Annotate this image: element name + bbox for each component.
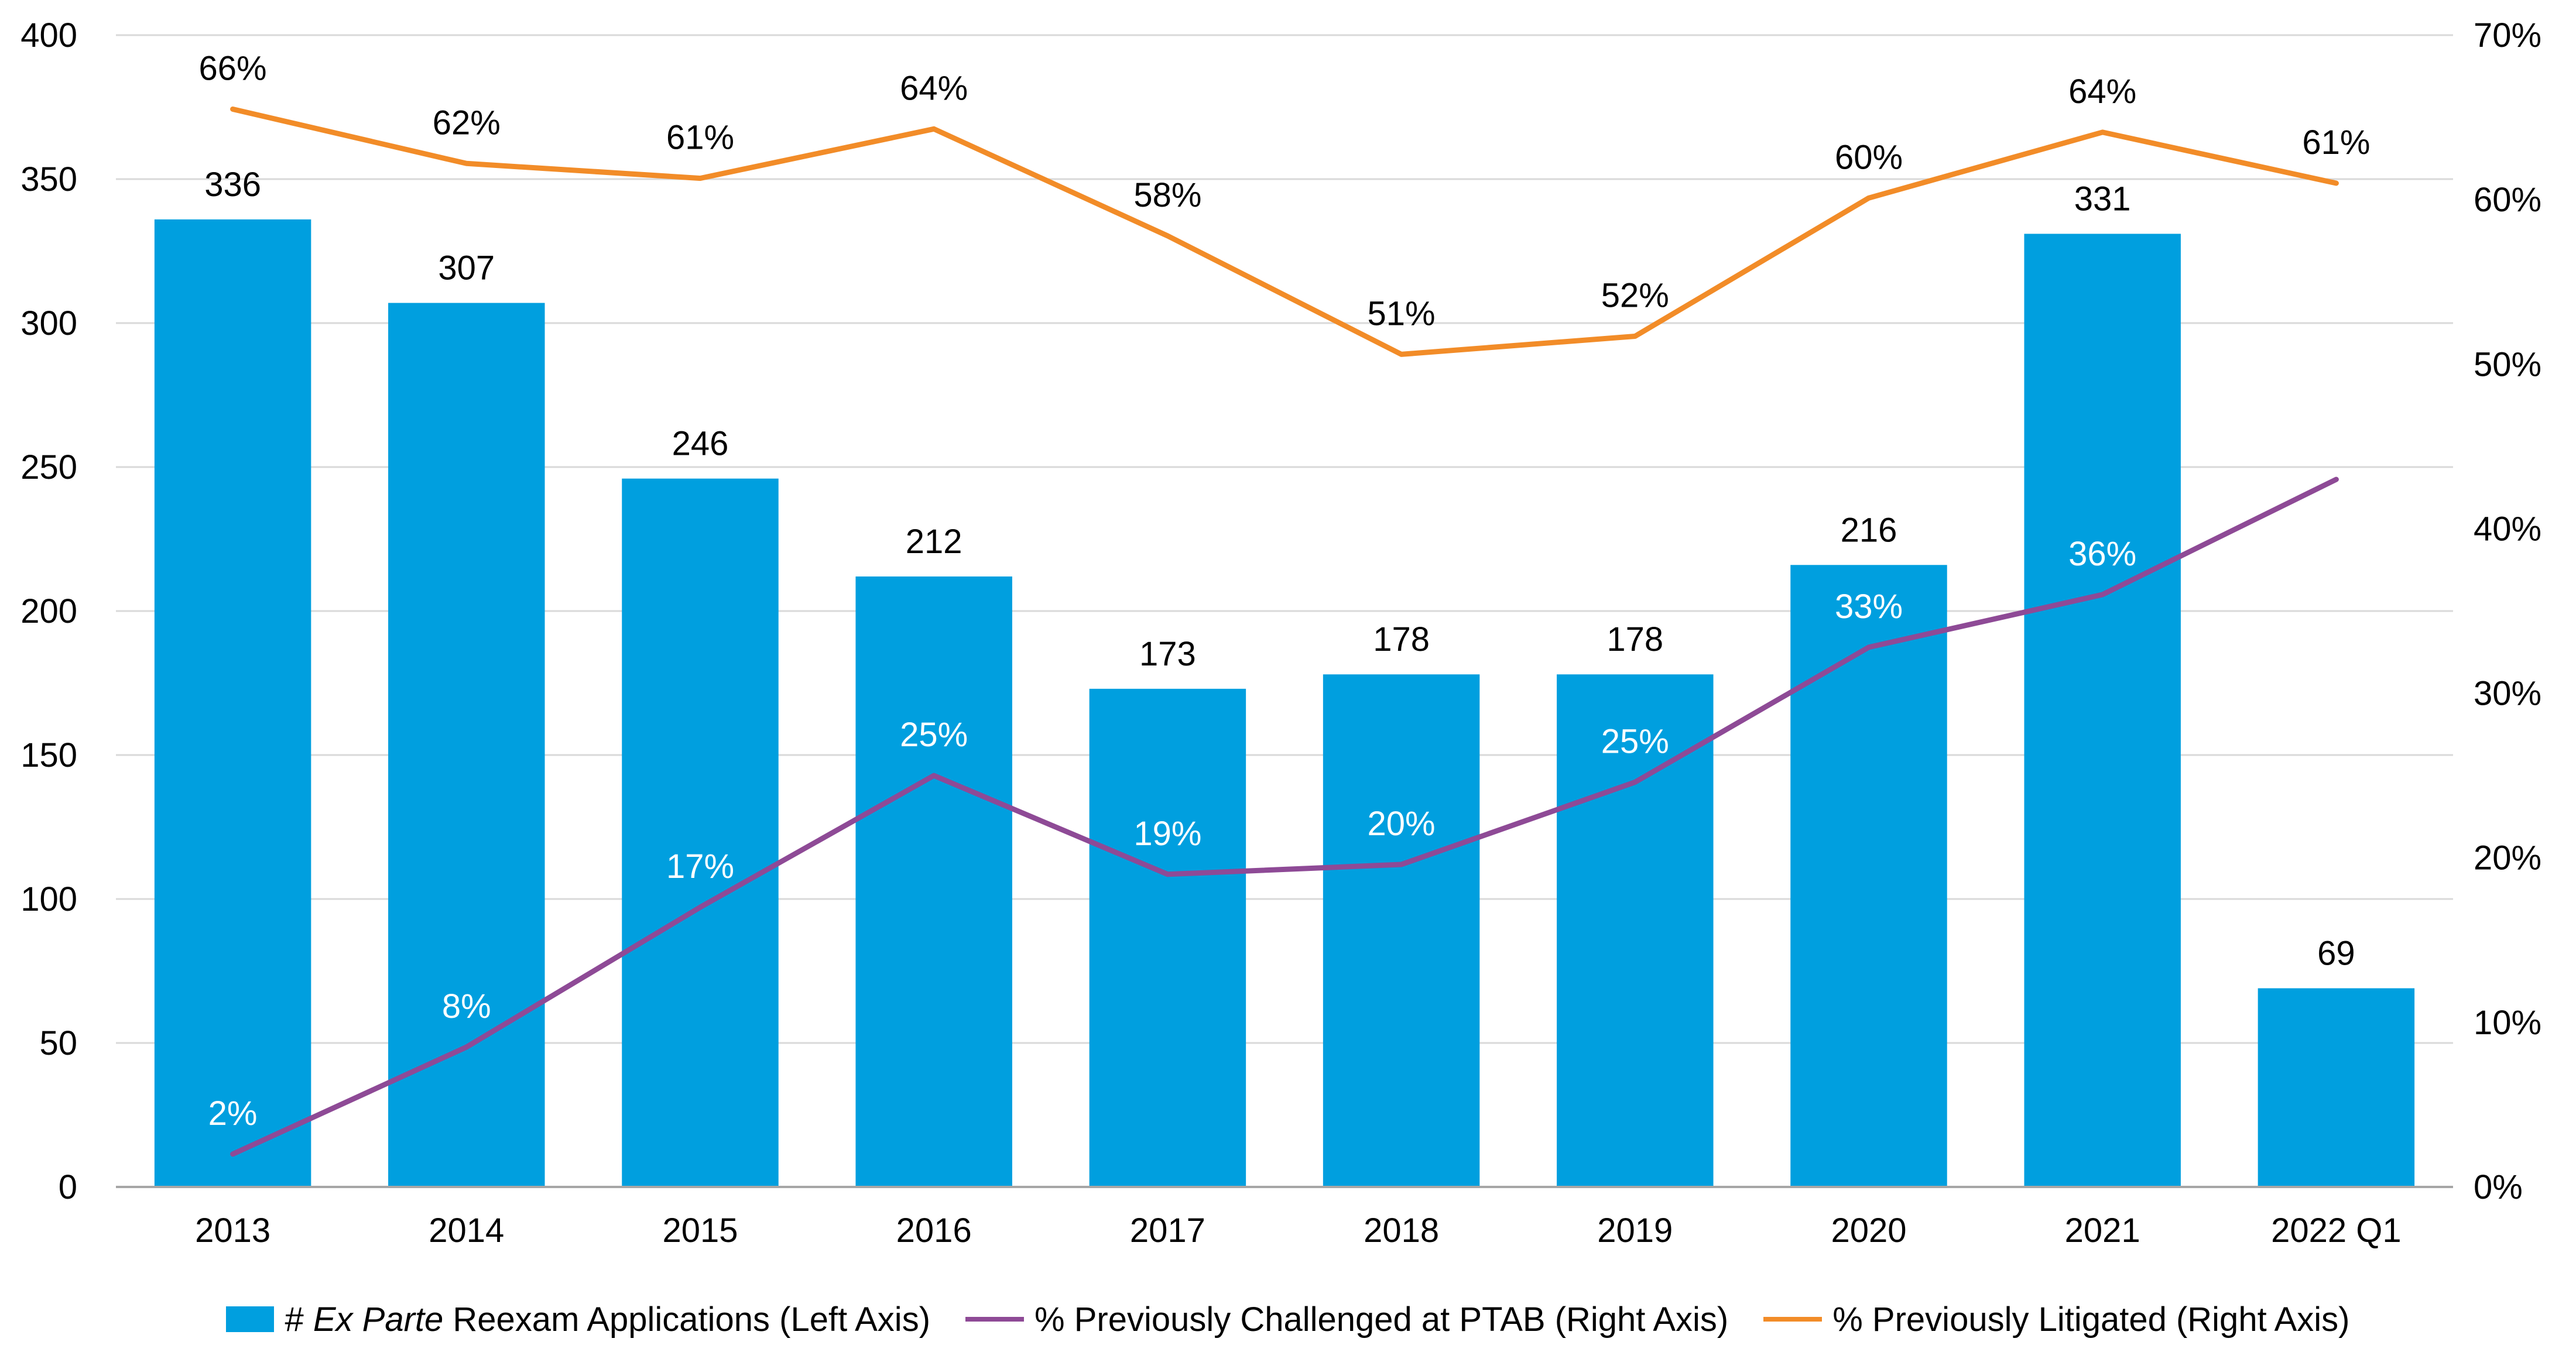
- left-tick-label-50: 50: [39, 1024, 77, 1062]
- legend-item-applications: # Ex Parte Reexam Applications (Left Axi…: [226, 1300, 930, 1339]
- right-tick-label-0: 0%: [2474, 1168, 2523, 1206]
- x-tick-label-7: 2020: [1831, 1212, 1906, 1250]
- ptab-label-7: 33%: [1835, 588, 1903, 626]
- legend-swatch-litigated: [1763, 1317, 1822, 1322]
- bar-label-4: 173: [1139, 635, 1196, 673]
- bars: [155, 219, 2414, 1187]
- legend-item-litigated: % Previously Litigated (Right Axis): [1763, 1300, 2349, 1339]
- right-tick-label-40: 40%: [2474, 510, 2541, 548]
- bar-2014: [388, 303, 544, 1187]
- left-tick-label-400: 400: [20, 16, 77, 54]
- line-litigated: [233, 109, 2337, 355]
- left-tick-label-200: 200: [20, 592, 77, 630]
- bar-label-8: 331: [2074, 180, 2131, 218]
- litigated-label-6: 52%: [1601, 276, 1669, 314]
- left-tick-label-350: 350: [20, 160, 77, 198]
- bar-label-6: 178: [1606, 620, 1663, 658]
- x-tick-label-5: 2018: [1364, 1212, 1439, 1250]
- ptab-label-9: 43%: [2302, 420, 2370, 458]
- litigated-label-8: 64%: [2068, 73, 2136, 111]
- right-tick-label-50: 50%: [2474, 345, 2541, 383]
- ptab-label-6: 25%: [1601, 722, 1669, 760]
- x-tick-label-8: 2021: [2065, 1212, 2140, 1250]
- ptab-label-5: 20%: [1368, 805, 1436, 843]
- x-tick-label-2: 2015: [662, 1212, 738, 1250]
- x-tick-label-1: 2014: [429, 1212, 504, 1250]
- legend-swatch-ptab: [965, 1317, 1024, 1322]
- line-ptab: [233, 479, 2337, 1154]
- left-tick-label-100: 100: [20, 880, 77, 918]
- litigated-label-9: 61%: [2302, 123, 2370, 162]
- x-tick-label-6: 2019: [1597, 1212, 1673, 1250]
- bar-2017: [1090, 689, 1246, 1187]
- ptab-label-1: 8%: [442, 987, 491, 1025]
- right-tick-label-20: 20%: [2474, 839, 2541, 877]
- x-tick-label-0: 2013: [195, 1212, 270, 1250]
- bar-2013: [155, 219, 311, 1187]
- litigated-label-0: 66%: [199, 50, 267, 88]
- x-tick-label-3: 2016: [896, 1212, 972, 1250]
- left-tick-label-300: 300: [20, 304, 77, 342]
- bar-label-3: 212: [906, 523, 962, 561]
- bar-2016: [855, 577, 1012, 1187]
- litigated-label-4: 58%: [1133, 176, 1201, 214]
- bar-2021: [2024, 234, 2180, 1187]
- bar-label-1: 307: [438, 249, 495, 287]
- right-tick-label-60: 60%: [2474, 181, 2541, 219]
- x-tick-label-9: 2022 Q1: [2271, 1212, 2402, 1250]
- litigated-label-5: 51%: [1368, 294, 1436, 332]
- litigated-label-2: 61%: [666, 119, 734, 157]
- left-tick-label-250: 250: [20, 448, 77, 486]
- ptab-label-3: 25%: [900, 716, 968, 754]
- bar-2018: [1323, 674, 1479, 1187]
- ptab-label-4: 19%: [1133, 815, 1201, 853]
- bar-label-2: 246: [672, 425, 729, 463]
- litigated-label-7: 60%: [1835, 138, 1903, 176]
- litigated-label-1: 62%: [433, 104, 501, 142]
- bar-label-9: 69: [2317, 935, 2355, 973]
- ptab-label-0: 2%: [208, 1094, 258, 1133]
- legend-label-applications: # Ex Parte Reexam Applications (Left Axi…: [285, 1300, 930, 1339]
- right-tick-label-30: 30%: [2474, 675, 2541, 713]
- bar-label-0: 336: [204, 166, 261, 204]
- right-tick-label-10: 10%: [2474, 1004, 2541, 1042]
- bar-label-7: 216: [1841, 511, 1897, 549]
- bar-label-5: 178: [1373, 620, 1430, 658]
- lines: [233, 109, 2337, 1154]
- bar-2022 Q1: [2258, 989, 2414, 1187]
- right-tick-label-70: 70%: [2474, 16, 2541, 54]
- legend-label-litigated: % Previously Litigated (Right Axis): [1832, 1300, 2349, 1339]
- bar-2015: [622, 479, 778, 1187]
- legend-swatch-bar: [226, 1306, 274, 1332]
- litigated-label-3: 64%: [900, 69, 968, 107]
- legend-label-ptab: % Previously Challenged at PTAB (Right A…: [1034, 1300, 1728, 1339]
- left-tick-label-0: 0: [59, 1168, 77, 1206]
- ptab-label-8: 36%: [2068, 535, 2136, 573]
- legend-item-ptab: % Previously Challenged at PTAB (Right A…: [965, 1300, 1728, 1339]
- left-tick-label-150: 150: [20, 736, 77, 774]
- combo-chart: 336 307 246 212 173 178 178 216 331 69 2% 8% 17% 25% 1…: [0, 0, 2576, 1311]
- ptab-label-2: 17%: [666, 847, 734, 886]
- x-tick-label-4: 2017: [1130, 1212, 1205, 1250]
- legend: # Ex Parte Reexam Applications (Left Axi…: [0, 1296, 2576, 1343]
- bar-2020: [1790, 565, 1947, 1187]
